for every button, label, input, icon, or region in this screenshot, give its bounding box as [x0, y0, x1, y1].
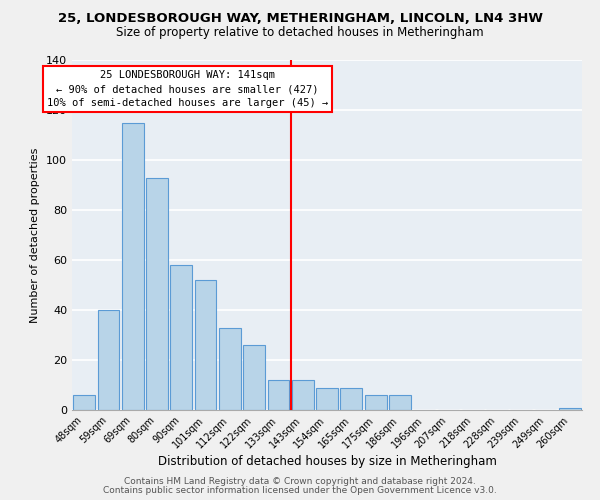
Text: Size of property relative to detached houses in Metheringham: Size of property relative to detached ho…: [116, 26, 484, 39]
Bar: [365, 395, 386, 410]
Bar: [219, 328, 241, 410]
X-axis label: Distribution of detached houses by size in Metheringham: Distribution of detached houses by size …: [158, 456, 496, 468]
Bar: [170, 265, 192, 410]
Bar: [122, 122, 143, 410]
Bar: [316, 388, 338, 410]
Bar: [73, 395, 95, 410]
Text: Contains public sector information licensed under the Open Government Licence v3: Contains public sector information licen…: [103, 486, 497, 495]
Bar: [292, 380, 314, 410]
Bar: [559, 408, 581, 410]
Bar: [194, 280, 217, 410]
Text: Contains HM Land Registry data © Crown copyright and database right 2024.: Contains HM Land Registry data © Crown c…: [124, 477, 476, 486]
Text: 25, LONDESBOROUGH WAY, METHERINGHAM, LINCOLN, LN4 3HW: 25, LONDESBOROUGH WAY, METHERINGHAM, LIN…: [58, 12, 542, 26]
Bar: [243, 345, 265, 410]
Text: 25 LONDESBOROUGH WAY: 141sqm
← 90% of detached houses are smaller (427)
10% of s: 25 LONDESBOROUGH WAY: 141sqm ← 90% of de…: [47, 70, 328, 108]
Bar: [268, 380, 289, 410]
Bar: [146, 178, 168, 410]
Y-axis label: Number of detached properties: Number of detached properties: [31, 148, 40, 322]
Bar: [340, 388, 362, 410]
Bar: [97, 310, 119, 410]
Bar: [389, 395, 411, 410]
